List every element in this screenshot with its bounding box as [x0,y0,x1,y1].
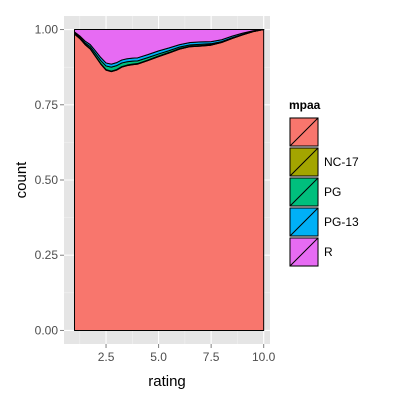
y-tick-label: 0.50 [35,173,59,187]
legend-label: NC-17 [324,155,359,169]
legend-item: PG [289,177,341,207]
legend: NC-17 PG PG-13 R [289,117,359,267]
legend-key-slash [289,237,319,267]
y-tick-label: 1.00 [35,23,59,37]
legend-label: PG-13 [324,215,359,229]
x-axis: 2.5 5.0 7.5 10.0 [98,344,276,364]
area-series-unnamed [74,29,265,331]
legend-item: R [289,237,333,267]
legend-key-slash [289,207,319,237]
x-axis-title: rating [148,373,186,390]
y-tick-label: 0.75 [35,98,59,112]
x-tick-label: 7.5 [203,350,220,364]
legend-label: PG [324,185,341,199]
legend-key-slash [289,117,319,147]
legend-label: R [324,245,333,259]
y-tick-label: 0.00 [35,323,59,337]
x-tick-label: 10.0 [252,350,276,364]
x-tick-label: 2.5 [98,350,115,364]
legend-title: mpaa [289,98,321,112]
legend-item [289,117,319,147]
area-series-group [74,29,265,331]
legend-key-slash [289,147,319,177]
legend-item: PG-13 [289,207,359,237]
legend-key-slash [289,177,319,207]
legend-item: NC-17 [289,147,359,177]
y-axis-title: count [13,161,30,199]
x-tick-label: 5.0 [150,350,167,364]
y-axis: 0.00 0.25 0.50 0.75 1.00 [35,23,64,337]
area-series-r [74,29,265,65]
y-tick-label: 0.25 [35,248,59,262]
